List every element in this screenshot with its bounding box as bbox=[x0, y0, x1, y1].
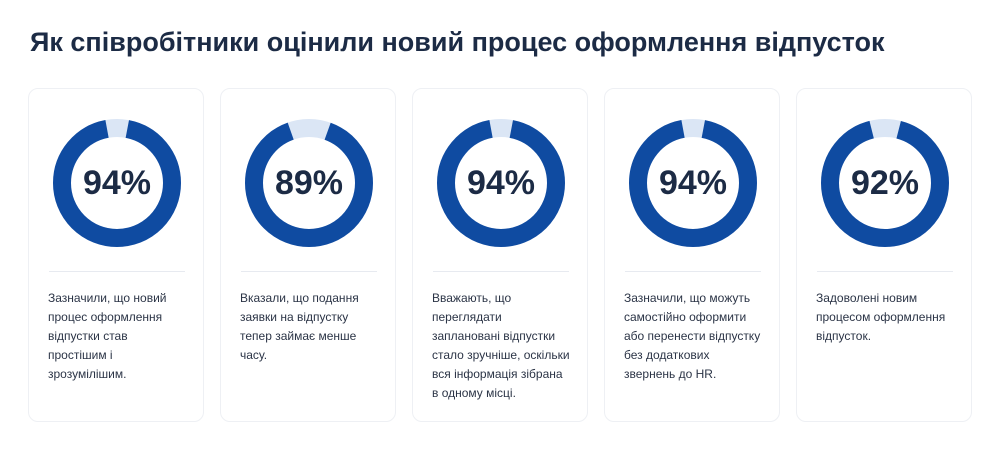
percent-label-4: 94% bbox=[658, 164, 728, 202]
donut-chart-2: 89% bbox=[245, 119, 373, 247]
percent-label-2: 89% bbox=[274, 164, 344, 202]
card-description-3: Вважають, що переглядати заплановані від… bbox=[432, 291, 570, 400]
percent-label-5: 92% bbox=[850, 164, 920, 202]
donut-svg-5 bbox=[821, 119, 949, 247]
card-divider bbox=[49, 271, 185, 272]
stat-cards: 94% Зазначили, що новий процес оформленн… bbox=[28, 88, 972, 422]
donut-svg-3 bbox=[437, 119, 565, 247]
donut-chart-1: 94% bbox=[53, 119, 181, 247]
donut-svg-1 bbox=[53, 119, 181, 247]
card-description-5: Задоволені новим процесом оформлення від… bbox=[816, 291, 946, 343]
donut-arc-3 bbox=[437, 119, 565, 247]
stat-card-5: 92% Задоволені новим процесом оформлення… bbox=[796, 88, 972, 422]
card-divider bbox=[241, 271, 377, 272]
donut-svg-2 bbox=[245, 119, 373, 247]
donut-chart-4: 94% bbox=[629, 119, 757, 247]
percent-label-1: 94% bbox=[82, 164, 152, 202]
donut-arc-2 bbox=[245, 119, 373, 247]
stat-card-1: 94% Зазначили, що новий процес оформленн… bbox=[28, 88, 204, 422]
donut-arc-1 bbox=[53, 119, 181, 247]
donut-arc-5 bbox=[821, 119, 949, 247]
card-description-1: Зазначили, що новий процес оформлення ві… bbox=[48, 291, 167, 381]
stat-card-2: 89% Вказали, що подання заявки на відпус… bbox=[220, 88, 396, 422]
stat-card-3: 94% Вважають, що переглядати заплановані… bbox=[412, 88, 588, 422]
card-divider bbox=[625, 271, 761, 272]
donut-chart-3: 94% bbox=[437, 119, 565, 247]
card-divider bbox=[817, 271, 953, 272]
card-description-2: Вказали, що подання заявки на відпустку … bbox=[240, 291, 359, 362]
donut-svg-4 bbox=[629, 119, 757, 247]
donut-arc-4 bbox=[629, 119, 757, 247]
card-divider bbox=[433, 271, 569, 272]
donut-chart-5: 92% bbox=[821, 119, 949, 247]
stat-card-4: 94% Зазначили, що можуть самостійно офор… bbox=[604, 88, 780, 422]
percent-label-3: 94% bbox=[466, 164, 536, 202]
page-title: Як співробітники оцінили новий процес оф… bbox=[30, 27, 885, 57]
card-description-4: Зазначили, що можуть самостійно оформити… bbox=[624, 291, 761, 381]
